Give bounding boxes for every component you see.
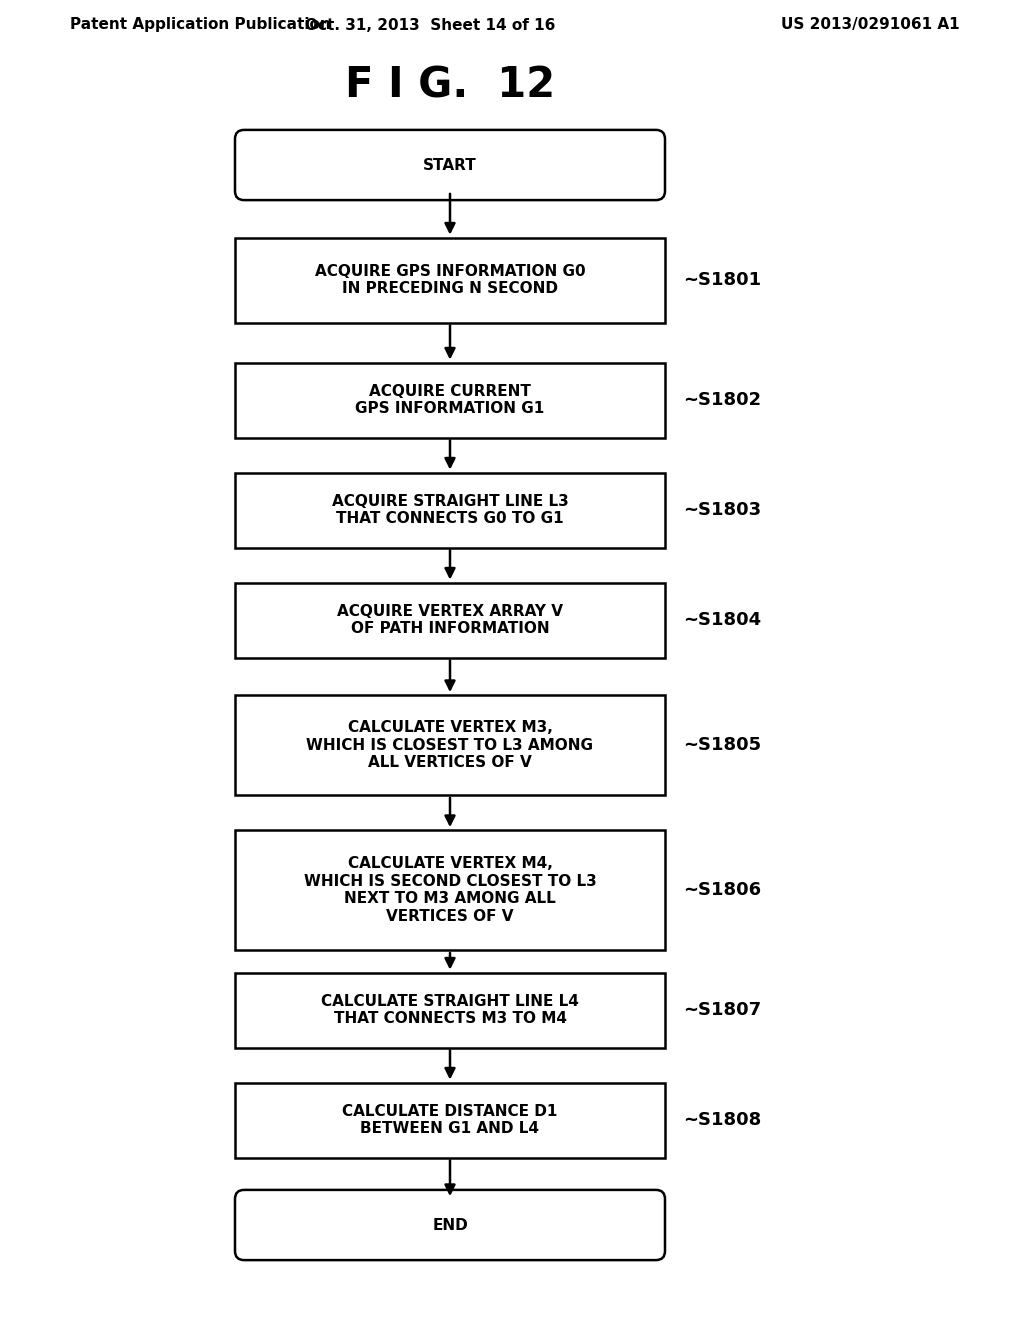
Text: Patent Application Publication: Patent Application Publication xyxy=(70,17,331,33)
Text: ~S1807: ~S1807 xyxy=(683,1001,761,1019)
Text: END: END xyxy=(432,1217,468,1233)
Text: ~S1805: ~S1805 xyxy=(683,737,761,754)
Text: ACQUIRE VERTEX ARRAY V
OF PATH INFORMATION: ACQUIRE VERTEX ARRAY V OF PATH INFORMATI… xyxy=(337,603,563,636)
Text: START: START xyxy=(423,157,477,173)
Bar xyxy=(234,582,665,657)
Bar xyxy=(234,1082,665,1158)
Text: ACQUIRE GPS INFORMATION G0
IN PRECEDING N SECOND: ACQUIRE GPS INFORMATION G0 IN PRECEDING … xyxy=(314,264,586,296)
Text: ~S1808: ~S1808 xyxy=(683,1111,761,1129)
Text: ACQUIRE CURRENT
GPS INFORMATION G1: ACQUIRE CURRENT GPS INFORMATION G1 xyxy=(355,384,545,416)
Text: CALCULATE DISTANCE D1
BETWEEN G1 AND L4: CALCULATE DISTANCE D1 BETWEEN G1 AND L4 xyxy=(342,1104,558,1137)
Bar xyxy=(234,696,665,795)
FancyBboxPatch shape xyxy=(234,129,665,201)
Text: ACQUIRE STRAIGHT LINE L3
THAT CONNECTS G0 TO G1: ACQUIRE STRAIGHT LINE L3 THAT CONNECTS G… xyxy=(332,494,568,527)
Text: CALCULATE VERTEX M3,
WHICH IS CLOSEST TO L3 AMONG
ALL VERTICES OF V: CALCULATE VERTEX M3, WHICH IS CLOSEST TO… xyxy=(306,721,594,770)
Text: ~S1802: ~S1802 xyxy=(683,391,761,409)
Bar xyxy=(234,238,665,322)
Bar xyxy=(234,830,665,950)
Text: ~S1804: ~S1804 xyxy=(683,611,761,630)
Text: ~S1801: ~S1801 xyxy=(683,271,761,289)
Text: F I G.  12: F I G. 12 xyxy=(345,63,555,106)
Text: ~S1806: ~S1806 xyxy=(683,880,761,899)
Text: CALCULATE STRAIGHT LINE L4
THAT CONNECTS M3 TO M4: CALCULATE STRAIGHT LINE L4 THAT CONNECTS… xyxy=(322,994,579,1026)
Text: US 2013/0291061 A1: US 2013/0291061 A1 xyxy=(780,17,959,33)
Text: CALCULATE VERTEX M4,
WHICH IS SECOND CLOSEST TO L3
NEXT TO M3 AMONG ALL
VERTICES: CALCULATE VERTEX M4, WHICH IS SECOND CLO… xyxy=(304,857,596,924)
Text: ~S1803: ~S1803 xyxy=(683,502,761,519)
Text: Oct. 31, 2013  Sheet 14 of 16: Oct. 31, 2013 Sheet 14 of 16 xyxy=(305,17,555,33)
Bar xyxy=(234,473,665,548)
FancyBboxPatch shape xyxy=(234,1189,665,1261)
Bar xyxy=(234,363,665,437)
Bar xyxy=(234,973,665,1048)
